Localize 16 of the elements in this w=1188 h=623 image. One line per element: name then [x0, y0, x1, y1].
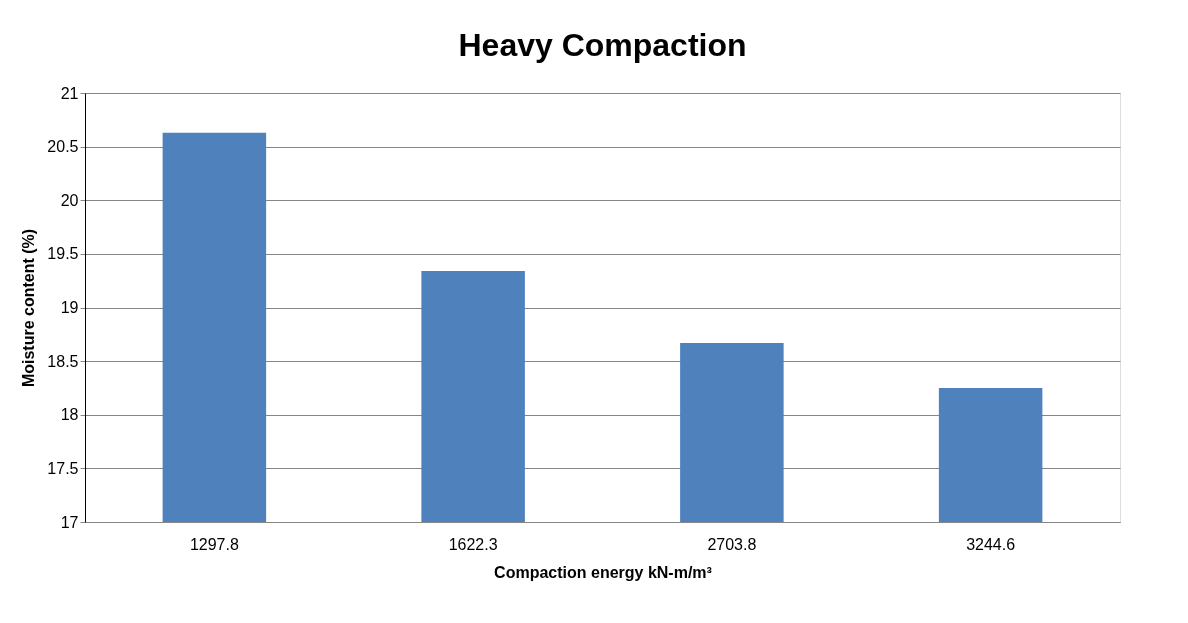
y-tick-label: 19: [60, 299, 79, 316]
x-tick-label: 3244.6: [966, 535, 1016, 553]
x-tick-label: 1297.8: [189, 535, 239, 553]
y-tick-label: 18.5: [47, 352, 79, 370]
y-tick-label: 19.5: [47, 245, 79, 263]
y-axis-title: Moisture content (%): [20, 228, 38, 388]
y-tick-label: 21: [60, 84, 79, 102]
x-tick-label: 2703.8: [707, 535, 757, 553]
y-tick-label: 17: [60, 513, 79, 531]
chart-title: Heavy Compaction: [458, 27, 747, 63]
y-tick-label: 18: [60, 406, 79, 424]
x-axis-title: Compaction energy kN-m/m³: [494, 563, 712, 581]
x-tick-label: 1622.3: [448, 535, 498, 553]
y-tick-label: 20: [60, 191, 79, 209]
y-tick-label: 17.5: [47, 459, 79, 477]
y-tick-label: 20.5: [47, 138, 79, 156]
